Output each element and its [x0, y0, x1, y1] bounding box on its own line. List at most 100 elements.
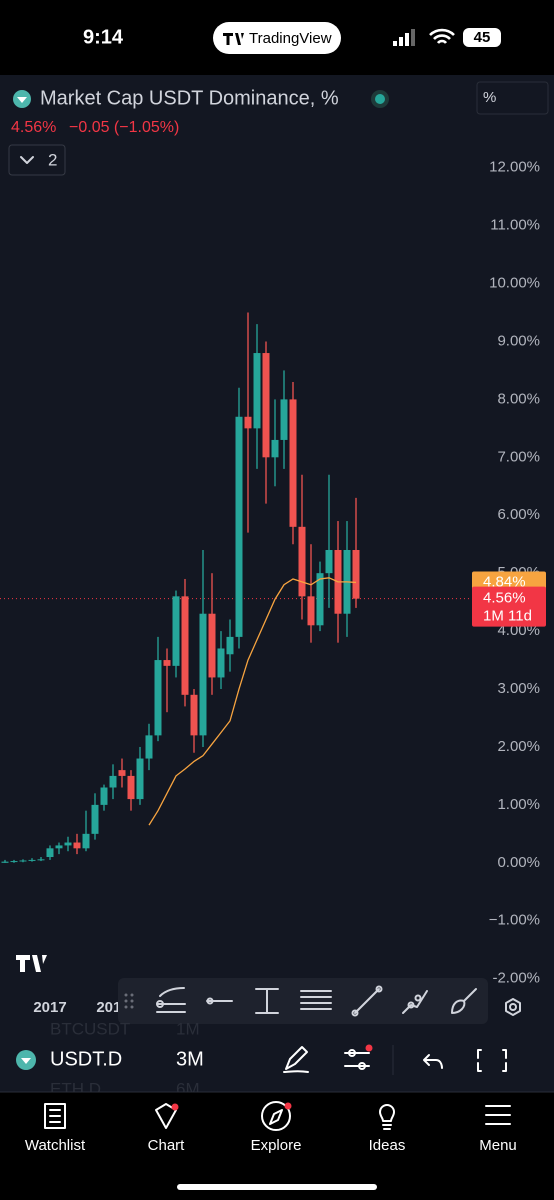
y-tick-label: 9.00% — [497, 332, 540, 349]
candle-body — [100, 787, 108, 805]
candle-body — [190, 694, 198, 736]
candle-body — [19, 860, 27, 862]
candle-body — [118, 770, 126, 776]
candle-body — [55, 845, 63, 849]
nav-bar — [0, 1092, 554, 1200]
candle-body — [145, 735, 153, 759]
badge — [171, 1103, 179, 1111]
symbol-icon-glyph — [21, 1058, 31, 1064]
candle-body — [226, 636, 234, 655]
candle-body — [235, 416, 243, 637]
candle-body — [1, 861, 9, 863]
nav-label[interactable]: Explore — [251, 1137, 302, 1154]
app-pill[interactable] — [213, 22, 341, 54]
clock: 9:14 — [83, 26, 124, 48]
candle-body — [208, 613, 216, 678]
watch-symbol: BTCUSDT — [50, 1019, 130, 1038]
candle-body — [46, 848, 54, 858]
candle-body — [352, 550, 360, 599]
nav-label[interactable]: Watchlist — [25, 1137, 86, 1154]
candle-body — [244, 416, 252, 429]
watch-interval: 1M — [176, 1019, 200, 1038]
chevron — [20, 156, 34, 164]
countdown: 1M 11d — [483, 608, 532, 625]
y-tick-label: −1.00% — [489, 912, 540, 929]
y-tick-label: 10.00% — [489, 275, 540, 292]
nav-label[interactable]: Chart — [148, 1137, 186, 1154]
wifi — [429, 28, 455, 44]
y-tick-label: 12.00% — [489, 159, 540, 176]
candle-body — [73, 842, 81, 849]
candle-body — [271, 439, 279, 458]
badge — [365, 1044, 373, 1052]
candle-body — [163, 660, 171, 666]
candle-body — [217, 648, 225, 678]
drag-handle — [124, 993, 134, 1009]
moving-average — [148, 577, 357, 826]
y-tick-label: 6.00% — [497, 506, 540, 523]
candle-body — [91, 804, 99, 834]
status-dot — [375, 94, 385, 104]
y-tick-label: 11.00% — [490, 217, 540, 234]
candle-body — [172, 596, 180, 666]
candle-body — [37, 859, 45, 861]
y-tick-label: 2.00% — [497, 738, 540, 755]
action-icons[interactable] — [283, 1046, 507, 1073]
interval[interactable]: 3M — [176, 1048, 204, 1070]
price-change: −0.05 (−1.05%) — [69, 119, 179, 136]
candle-body — [253, 353, 261, 429]
chart-area — [0, 75, 554, 1092]
candle-body — [82, 833, 90, 849]
signal — [393, 29, 415, 46]
candle-body — [298, 526, 306, 597]
nav-label[interactable]: Ideas — [369, 1137, 406, 1154]
last-price: 4.56% — [11, 119, 56, 136]
y-tick-label: 0.00% — [497, 854, 540, 871]
candle-body — [64, 842, 72, 846]
candle-body — [289, 399, 297, 527]
candle-body — [325, 550, 333, 574]
badge — [284, 1102, 292, 1110]
candle-body — [262, 353, 270, 458]
symbol[interactable]: USDT.D — [50, 1048, 122, 1070]
chart-title: Market Cap USDT Dominance, % — [40, 87, 339, 109]
drawing-toolbar — [118, 978, 488, 1024]
home-indicator — [177, 1184, 377, 1190]
candle-body — [181, 596, 189, 695]
battery-level: 45 — [474, 29, 491, 46]
y-tick-label: -2.00% — [492, 970, 540, 987]
candle-body — [154, 660, 162, 736]
battery — [463, 28, 501, 47]
candle-body — [136, 758, 144, 800]
y-tick-label: 1.00% — [497, 796, 540, 813]
candle-body — [28, 859, 36, 861]
indicator-toggle[interactable] — [8, 144, 66, 176]
candle-body — [10, 861, 18, 863]
candle-body — [307, 596, 315, 626]
price-tag-label: 4.84% — [483, 573, 526, 590]
watermark — [16, 955, 47, 972]
nav-label[interactable]: Menu — [479, 1137, 517, 1154]
candle-body — [280, 399, 288, 440]
y-tick-label: 3.00% — [497, 680, 540, 697]
plot: -2.00%−1.00%0.00%1.00%2.00%3.00%4.00%5.0… — [0, 159, 546, 1016]
app-name: TradingView — [249, 30, 332, 47]
indicator-count: 2 — [48, 150, 57, 169]
scale-unit: % — [483, 89, 496, 106]
tool-icons[interactable] — [156, 985, 521, 1017]
price-tag — [472, 586, 546, 627]
tv-logo — [223, 33, 244, 45]
scale-box[interactable] — [476, 81, 549, 115]
y-tick-label: 8.00% — [497, 390, 540, 407]
candle-body — [127, 775, 135, 800]
candle-body — [316, 573, 324, 626]
nav-icons[interactable] — [44, 1101, 511, 1131]
candle-body — [199, 613, 207, 736]
y-tick-label: 7.00% — [497, 448, 540, 465]
x-tick-label: 2017 — [33, 999, 66, 1016]
symbol-icon-glyph — [17, 97, 27, 103]
candle-body — [109, 775, 117, 788]
price-tag-label: 4.56% — [483, 590, 526, 607]
